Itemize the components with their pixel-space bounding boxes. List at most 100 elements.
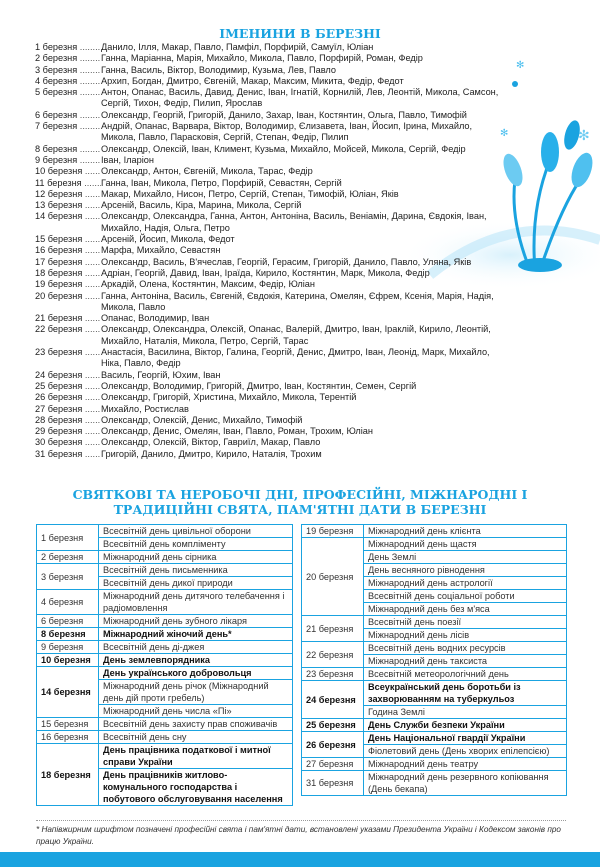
name-day-names: Олександр, Олексій, Денис, Михайло, Тимо… — [101, 414, 303, 425]
name-day-date: 2 березня — [35, 53, 101, 64]
name-day-date: 23 березня — [35, 347, 101, 370]
name-day-row: 6 березняОлександр, Георгій, Григорій, Д… — [35, 110, 505, 121]
holiday-row: 14 березня День українського добровольця — [36, 666, 293, 718]
name-day-row: 17 березняОлександр, Василь, В'ячеслав, … — [35, 257, 505, 268]
holiday-row: 6 березня Міжнародний день зубного лікаря — [36, 614, 293, 628]
name-day-names: Олександр, Василь, В'ячеслав, Георгій, Г… — [101, 256, 472, 267]
holiday-date: 9 березня — [36, 640, 99, 654]
name-day-names: Михайло, Ростислав — [101, 403, 189, 414]
svg-text:✻: ✻ — [516, 60, 524, 71]
name-day-names: Ганна, Іван, Микола, Петро, Порфирій, Се… — [101, 177, 342, 188]
holiday-event: Всесвітній метеорологічний день — [363, 667, 567, 681]
name-day-names: Антон, Опанас, Василь, Давид, Денис, Іва… — [101, 87, 499, 109]
name-day-names: Марфа, Михайло, Севастян — [101, 245, 221, 256]
name-day-row: 1 березняДанило, Ілля, Макар, Павло, Пам… — [35, 42, 505, 53]
holiday-event: День Національної гвардії України — [363, 731, 567, 745]
holiday-row: 24 березня Всеукраїнський день боротьби і… — [301, 680, 567, 719]
flower-decoration-icon: ✻ ✻ ✻ — [400, 60, 600, 290]
holiday-date: 31 березня — [301, 770, 364, 796]
name-day-names: Олександр, Антон, Євгеній, Микола, Тарас… — [101, 166, 313, 177]
holiday-row: 19 березня Міжнародний день клієнта — [301, 524, 567, 538]
name-day-names: Ганна, Маріанна, Марія, Михайло, Микола,… — [101, 53, 423, 64]
holiday-event: Міжнародний день клієнта — [363, 524, 567, 538]
holiday-date: 21 березня — [301, 615, 364, 642]
name-day-row: 15 березняАрсеній, Йосип, Микола, Федот — [35, 234, 505, 245]
holiday-event: Всесвітній день сну — [98, 730, 293, 744]
name-day-date: 25 березня — [35, 381, 101, 392]
holiday-date: 14 березня — [36, 666, 99, 718]
name-day-date: 11 березня — [35, 178, 101, 189]
holiday-row: 8 березня Міжнародний жіночий день* — [36, 627, 293, 641]
name-day-date: 19 березня — [35, 279, 101, 290]
holiday-event: Міжнародний день резервного копіювання (… — [363, 770, 567, 796]
holiday-row: 18 березня День працівника податкової і м… — [36, 743, 293, 806]
name-day-names: Олександр, Денис, Омелян, Іван, Павло, Р… — [101, 426, 373, 437]
holiday-event: Міжнародний день лісів — [363, 628, 567, 642]
holiday-event: Міжнародний день щастя — [363, 537, 567, 551]
name-day-row: 9 березняІван, Іларіон — [35, 155, 505, 166]
name-day-date: 29 березня — [35, 426, 101, 437]
name-day-names: Анастасія, Василина, Віктор, Галина, Гео… — [101, 347, 490, 369]
holiday-row: 21 березня Всесвітній день поезії — [301, 615, 567, 642]
holiday-date: 26 березня — [301, 731, 364, 758]
names-title: ІМЕНИНИ В БЕРЕЗНІ — [219, 26, 381, 41]
name-day-names: Аркадій, Олена, Костянтин, Максим, Федір… — [101, 279, 315, 290]
holidays-table-right: 19 березня Міжнародний день клієнта 20 бер… — [301, 524, 567, 796]
name-day-names: Данило, Ілля, Макар, Павло, Памфіл, Порф… — [101, 42, 374, 52]
name-day-date: 13 березня — [35, 200, 101, 211]
name-day-names: Олександр, Олексій, Віктор, Гавриїл, Мак… — [101, 437, 321, 448]
holiday-event: Всесвітній день цивільної оборони — [98, 524, 293, 538]
holiday-date: 15 березня — [36, 717, 99, 731]
name-day-names: Олександр, Олексій, Іван, Климент, Кузьм… — [101, 143, 466, 154]
name-day-row: 23 березняАнастасія, Василина, Віктор, Г… — [35, 347, 505, 370]
holiday-row: 15 березня Всесвітній день захисту прав с… — [36, 717, 293, 731]
name-day-row: 29 березняОлександр, Денис, Омелян, Іван… — [35, 426, 505, 437]
name-day-names: Опанас, Володимир, Іван — [101, 313, 210, 324]
holiday-event: Міжнародний день дитячого телебачення і … — [98, 589, 293, 615]
holiday-row: 20 березня Міжнародний день щастя — [301, 537, 567, 616]
bottom-bar — [0, 852, 600, 867]
name-day-row: 31 березняГригорій, Данило, Дмитро, Кири… — [35, 449, 505, 460]
name-day-row: 11 березняГанна, Іван, Микола, Петро, По… — [35, 178, 505, 189]
holiday-row: 25 березня День Служби безпеки України — [301, 718, 567, 732]
holiday-event: Всесвітній день поезії — [363, 615, 567, 629]
holiday-event: День Служби безпеки України — [363, 718, 567, 732]
name-day-date: 16 березня — [35, 245, 101, 256]
holiday-row: 31 березня Міжнародний день резервного ко… — [301, 770, 567, 796]
name-day-date: 21 березня — [35, 313, 101, 324]
holiday-event: Міжнародний день зубного лікаря — [98, 614, 293, 628]
holiday-event: Всесвітній день дикої природи — [98, 576, 293, 590]
name-day-row: 10 березняОлександр, Антон, Євгеній, Мик… — [35, 166, 505, 177]
holiday-event: Година Землі — [363, 705, 567, 719]
holiday-event: Міжнародний день сірника — [98, 550, 293, 564]
name-days-list: 1 березняДанило, Ілля, Макар, Павло, Пам… — [35, 42, 505, 460]
name-day-row: 30 березняОлександр, Олексій, Віктор, Га… — [35, 437, 505, 448]
name-day-row: 12 березняМакар, Михайло, Нисон, Петро, … — [35, 189, 505, 200]
name-day-date: 27 березня — [35, 404, 101, 415]
name-day-names: Григорій, Данило, Дмитро, Кирило, Наталі… — [101, 448, 322, 459]
holiday-event: День землевпорядника — [98, 653, 293, 667]
holiday-date: 3 березня — [36, 563, 99, 590]
holiday-event: Всесвітній день водних ресурсів — [363, 641, 567, 655]
name-day-date: 9 березня — [35, 155, 101, 166]
holiday-row: 1 березня Всесвітній день цивільної оборо… — [36, 524, 293, 551]
name-day-names: Василь, Георгій, Юхим, Іван — [101, 369, 221, 380]
holiday-event: Міжнародний день театру — [363, 757, 567, 771]
holiday-event: Міжнародний день річок (Міжнародний день… — [98, 679, 293, 705]
holiday-event: Всесвітній день соціальної роботи — [363, 589, 567, 603]
holiday-event: Міжнародний день числа «Пі» — [98, 704, 293, 718]
name-day-date: 4 березня — [35, 76, 101, 87]
name-day-names: Іван, Іларіон — [101, 154, 154, 165]
holiday-row: 23 березня Всесвітній метеорологічний ден… — [301, 667, 567, 681]
holiday-row: 16 березня Всесвітній день сну — [36, 730, 293, 744]
name-day-names: Олександр, Олександра, Ганна, Антон, Ант… — [101, 211, 487, 233]
name-day-date: 24 березня — [35, 370, 101, 381]
name-day-row: 2 березняГанна, Маріанна, Марія, Михайло… — [35, 53, 505, 64]
holiday-row: Міжнародний день річок (Міжнародний день… — [37, 679, 293, 705]
holiday-date: 10 березня — [36, 653, 99, 667]
name-day-row: 14 березняОлександр, Олександра, Ганна, … — [35, 211, 505, 234]
name-day-date: 20 березня — [35, 291, 101, 314]
name-day-row: 13 березняАрсеній, Василь, Кіра, Марина,… — [35, 200, 505, 211]
holiday-event: Міжнародний день астрології — [363, 576, 567, 590]
name-day-date: 7 березня — [35, 121, 101, 144]
